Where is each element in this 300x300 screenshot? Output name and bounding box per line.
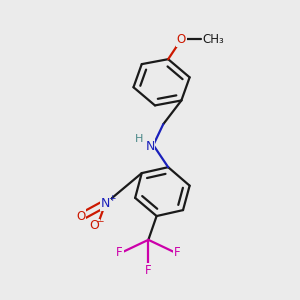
Text: CH₃: CH₃ [203, 33, 225, 46]
Text: N: N [101, 197, 110, 210]
Text: +: + [108, 194, 116, 203]
Text: −: − [96, 216, 103, 225]
Text: N: N [145, 140, 155, 153]
Text: F: F [116, 246, 123, 259]
Text: F: F [145, 264, 152, 277]
Text: H: H [135, 134, 144, 144]
Text: O: O [177, 33, 186, 46]
Text: O: O [89, 220, 99, 232]
Text: O: O [76, 209, 85, 223]
Text: F: F [174, 246, 181, 259]
